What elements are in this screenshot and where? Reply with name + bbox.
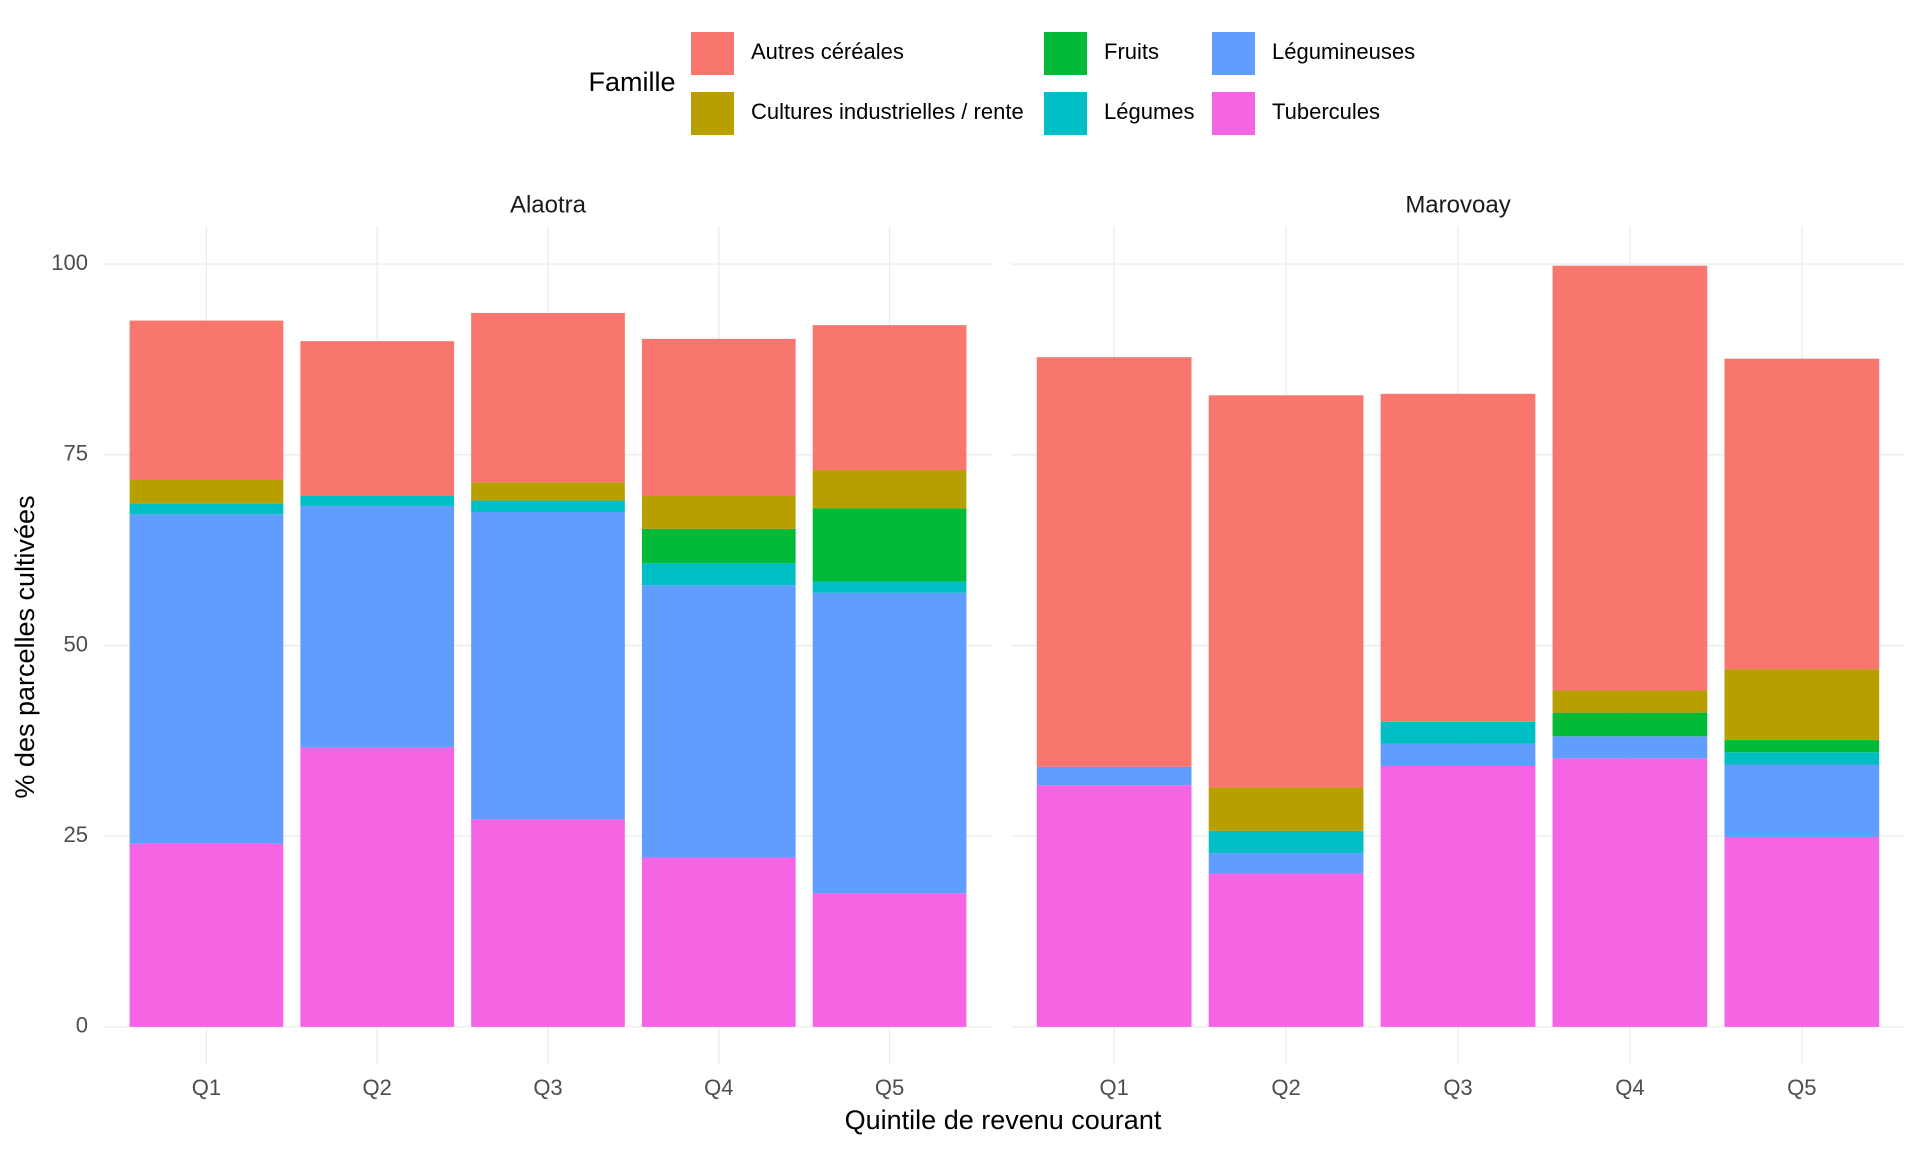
y-tick-label: 50 [64, 631, 88, 656]
bar-segment [129, 843, 284, 1027]
y-axis-label: % des parcelles cultivées [10, 495, 40, 798]
bar-segment [1552, 758, 1708, 1027]
bar-segment [1208, 395, 1364, 788]
bar-segment [1724, 764, 1880, 837]
y-tick-label: 25 [64, 822, 88, 847]
bar-segment [1724, 752, 1880, 765]
bar-segment [1724, 358, 1880, 670]
legend-key [1212, 32, 1255, 75]
bar-segment [471, 512, 625, 820]
bar-segment [129, 503, 284, 515]
bar-segment [129, 320, 284, 480]
x-tick-label: Q1 [192, 1075, 221, 1100]
bar-segment [1724, 669, 1880, 741]
x-axis-label: Quintile de revenu courant [845, 1105, 1162, 1135]
legend-title: Famille [588, 67, 675, 97]
bar-segment [1208, 852, 1364, 874]
x-tick-label: Q2 [1271, 1075, 1300, 1100]
bar-segment [812, 893, 967, 1027]
y-tick-label: 100 [51, 250, 88, 275]
bar-segment [1380, 743, 1536, 767]
bar-segment [1552, 265, 1708, 691]
x-tick-label: Q3 [533, 1075, 562, 1100]
bar-segment [1724, 740, 1880, 753]
facet-title: Marovoay [1405, 191, 1510, 218]
bar-segment [1552, 736, 1708, 759]
legend-key [1212, 92, 1255, 135]
bar-segment [1036, 357, 1192, 767]
bar-segment [641, 585, 796, 858]
legend-key [691, 32, 734, 75]
legend-label: Tubercules [1272, 99, 1380, 124]
bar-segment [1552, 712, 1708, 737]
bar-segment [1552, 690, 1708, 713]
bar-segment [1380, 721, 1536, 744]
bar-segment [1036, 766, 1192, 786]
x-tick-label: Q4 [1615, 1075, 1644, 1100]
x-tick-label: Q3 [1443, 1075, 1472, 1100]
bar-segment [471, 312, 625, 483]
bar-segment [129, 479, 284, 504]
legend-key [1044, 92, 1087, 135]
x-tick-label: Q4 [704, 1075, 733, 1100]
legend-label: Légumes [1104, 99, 1195, 124]
bar-segment [812, 508, 967, 582]
bar-segment [641, 496, 796, 529]
bar-segment [1380, 766, 1536, 1027]
x-tick-label: Q5 [875, 1075, 904, 1100]
bar-segment [812, 581, 967, 593]
facet-title: Alaotra [510, 191, 587, 218]
legend-label: Légumineuses [1272, 39, 1415, 64]
x-tick-label: Q5 [1787, 1075, 1816, 1100]
bar-segment [812, 470, 967, 509]
bar-segment [1208, 873, 1364, 1027]
y-tick-label: 0 [76, 1013, 88, 1038]
bar-segment [812, 325, 967, 471]
legend-label: Autres céréales [751, 39, 904, 64]
bar-segment [1208, 787, 1364, 831]
bar-segment [1036, 785, 1192, 1027]
bar-segment [1208, 830, 1364, 853]
legend-label: Fruits [1104, 39, 1159, 64]
bar-segment [641, 528, 796, 564]
bar-segment [300, 496, 455, 506]
bar-segment [300, 746, 455, 1027]
legend-key [691, 92, 734, 135]
x-tick-label: Q2 [363, 1075, 392, 1100]
legend-key [1044, 32, 1087, 75]
x-tick-label: Q1 [1099, 1075, 1128, 1100]
bar-segment [1380, 393, 1536, 722]
bar-segment [1724, 836, 1880, 1027]
y-tick-label: 75 [64, 441, 88, 466]
bar-segment [300, 505, 455, 747]
bar-segment [471, 819, 625, 1027]
bar-segment [641, 338, 796, 497]
bar-segment [300, 341, 455, 497]
bar-segment [641, 857, 796, 1027]
legend-label: Cultures industrielles / rente [751, 99, 1024, 124]
bar-segment [129, 514, 284, 844]
bar-segment [471, 500, 625, 513]
bar-segment [641, 563, 796, 586]
bar-segment [471, 482, 625, 501]
bar-segment [812, 592, 967, 894]
